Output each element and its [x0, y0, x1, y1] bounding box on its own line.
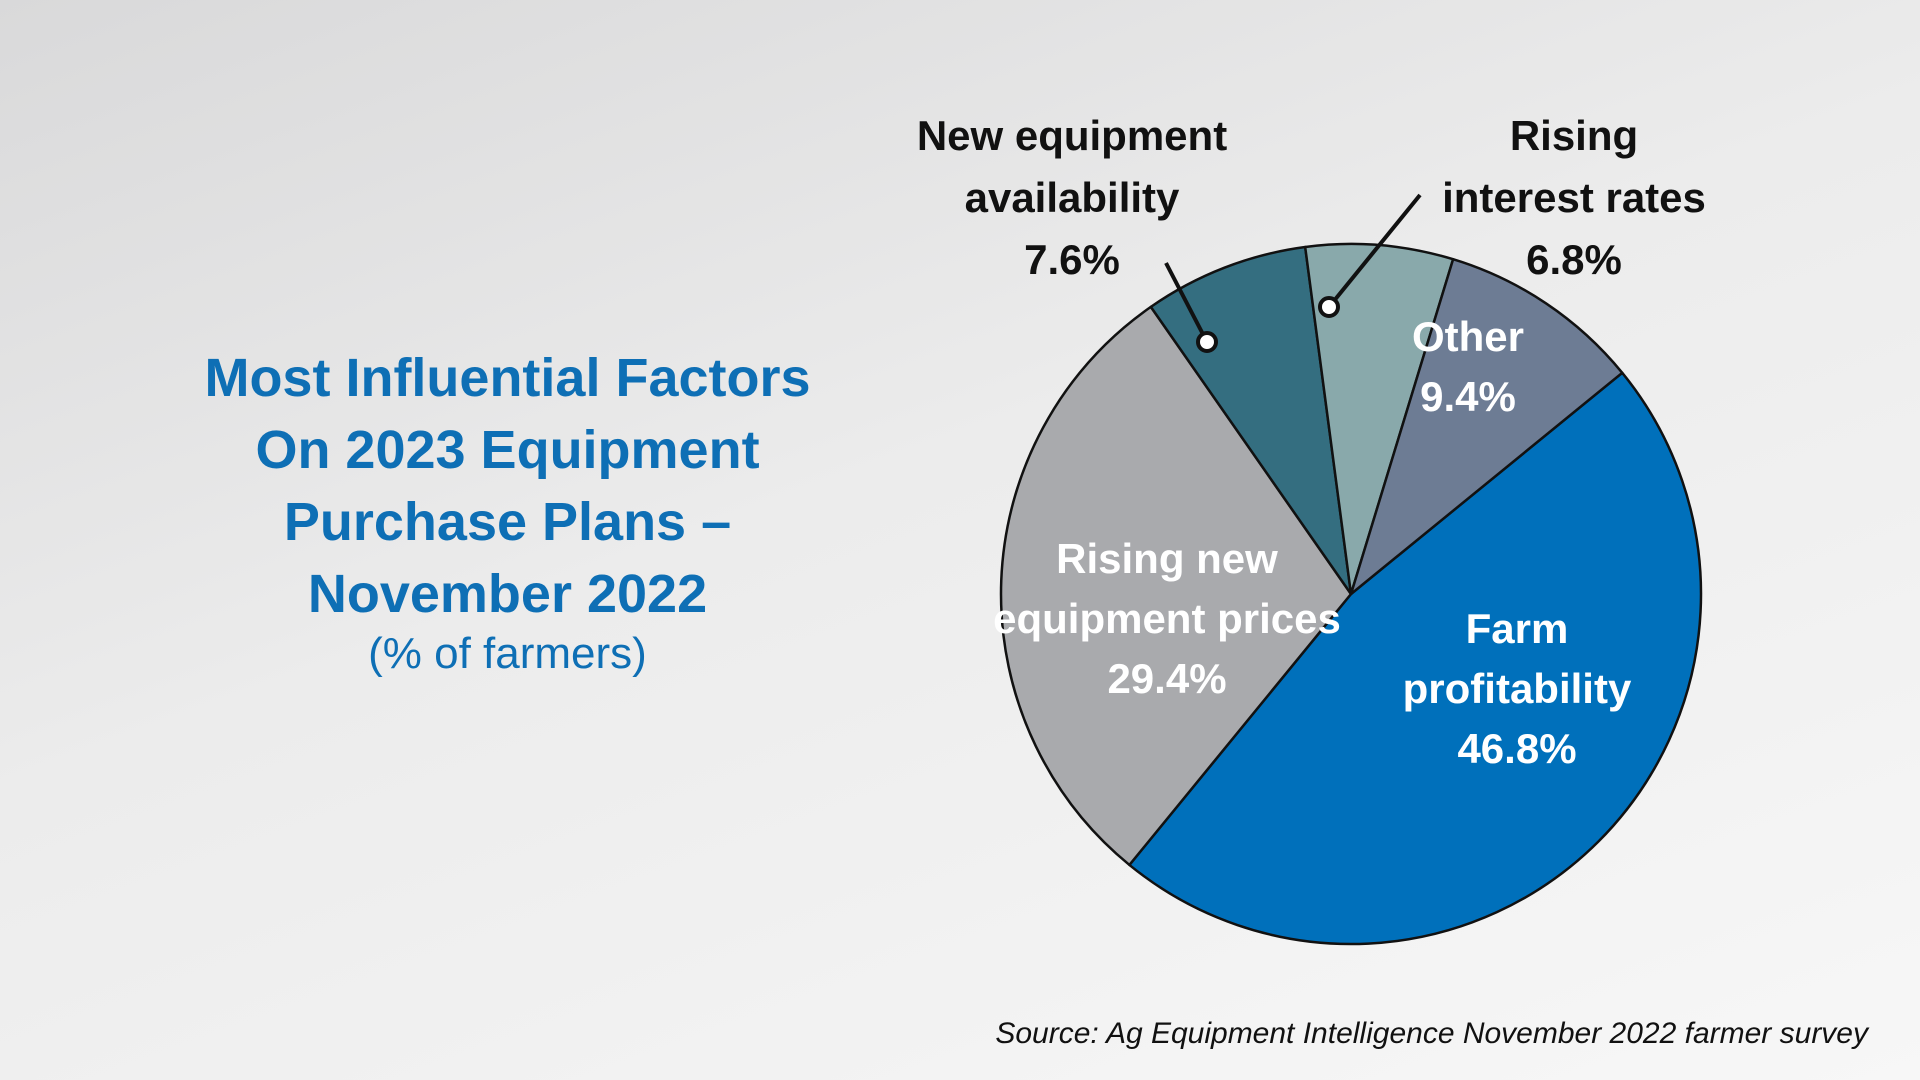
slice-label-line: equipment prices	[993, 595, 1341, 642]
chart-title-line-2: On 2023 Equipment	[255, 420, 760, 480]
slice-label-line: Other	[1412, 313, 1524, 360]
pie-slices	[999, 242, 1703, 946]
chart-subtitle: (% of farmers)	[368, 629, 647, 678]
slice-label-line: interest rates	[1442, 174, 1706, 221]
slice-label-line: Farm	[1466, 605, 1569, 652]
slice-label-line: Rising	[1510, 112, 1638, 159]
leader-dot-new-equipment-availability	[1196, 331, 1218, 353]
slice-label-new-equipment-availability: New equipment availability 7.6%	[917, 112, 1227, 283]
slice-labels: Farm profitability 46.8% Rising new equipmen…	[917, 112, 1706, 772]
leader-line-rising-interest-rates	[1327, 193, 1422, 309]
slice-label-line: availability	[965, 174, 1180, 221]
source-note: Source: Ag Equipment Intelligence Novemb…	[995, 1017, 1868, 1050]
pie-slice-rising-new-equipment-prices	[999, 305, 1353, 867]
slice-value-label: 9.4%	[1420, 373, 1516, 420]
slice-label-rising-interest-rates: Rising interest rates 6.8%	[1442, 112, 1706, 283]
slice-value-label: 7.6%	[1024, 236, 1120, 283]
slice-value-label: 29.4%	[1107, 655, 1226, 702]
chart-title-line-4: November 2022	[307, 564, 708, 624]
title-block: Most Influential Factors On 2023 Equipme…	[100, 342, 915, 682]
slice-label-rising-new-equipment-prices: Rising new equipment prices 29.4%	[993, 535, 1341, 702]
chart-title-line-1: Most Influential Factors	[204, 348, 811, 408]
pie-slice-farm-profitability	[1128, 371, 1703, 946]
slice-value-label: 6.8%	[1526, 236, 1622, 283]
pie-slice-other	[1349, 257, 1624, 596]
slice-value-label: 46.8%	[1457, 725, 1576, 772]
leader-dot-rising-interest-rates	[1318, 296, 1340, 318]
leader-lines	[1164, 193, 1422, 353]
slice-label-farm-profitability: Farm profitability 46.8%	[1403, 605, 1632, 772]
slice-label-line: New equipment	[917, 112, 1227, 159]
chart-title-line-3: Purchase Plans –	[283, 492, 732, 552]
leader-line-new-equipment-availability	[1164, 262, 1209, 343]
slice-label-line: profitability	[1403, 665, 1632, 712]
slice-label-line: Rising new	[1056, 535, 1278, 582]
slice-label-other: Other 9.4%	[1412, 313, 1524, 420]
